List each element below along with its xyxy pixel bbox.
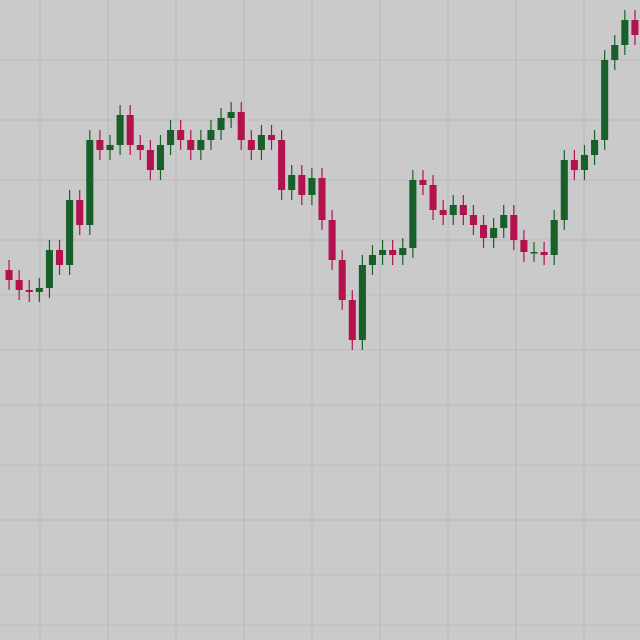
- candle-body: [631, 20, 639, 35]
- candle-body: [278, 140, 286, 190]
- candle-body: [96, 140, 104, 150]
- candle-body: [237, 112, 245, 140]
- candle-body: [76, 200, 84, 225]
- candle-body: [429, 185, 437, 210]
- candle-body: [560, 160, 568, 220]
- candle-body: [358, 265, 366, 340]
- candle-body: [389, 250, 397, 255]
- candle-body: [520, 240, 528, 252]
- candle-body: [550, 220, 558, 255]
- candle-body: [449, 205, 457, 215]
- candle-body: [338, 260, 346, 300]
- candle-body: [167, 130, 175, 145]
- candle-body: [611, 45, 619, 60]
- candle-body: [399, 248, 407, 255]
- candle-body: [439, 210, 447, 215]
- candle-body: [409, 180, 417, 248]
- candle-body: [510, 215, 518, 240]
- candle-body: [479, 225, 488, 238]
- candle-body: [469, 215, 477, 225]
- candle-body: [25, 290, 33, 292]
- candle-body: [35, 288, 43, 292]
- candle-body: [530, 252, 538, 254]
- candle-body: [45, 250, 53, 288]
- candle-body: [86, 140, 94, 225]
- candle-body: [66, 200, 74, 265]
- candle-body: [580, 155, 589, 170]
- candle-body: [419, 180, 427, 185]
- candle-body: [55, 250, 64, 265]
- candle-body: [591, 140, 599, 155]
- candle-body: [621, 20, 629, 45]
- candle-body: [177, 130, 185, 140]
- candle-body: [348, 300, 356, 340]
- candle-body: [298, 175, 306, 195]
- candle-body: [490, 228, 498, 238]
- candle-body: [318, 178, 326, 220]
- candle-body: [116, 115, 124, 145]
- candle-body: [227, 112, 235, 118]
- candle-body: [106, 145, 114, 150]
- candle-body: [601, 60, 609, 140]
- candle-body: [247, 140, 255, 150]
- candle-body: [5, 270, 13, 280]
- candle-body: [267, 135, 276, 140]
- candle-body: [379, 250, 387, 255]
- candle-body: [540, 252, 548, 255]
- candle-body: [207, 130, 215, 140]
- candle-body: [459, 205, 467, 215]
- candle-body: [136, 145, 144, 150]
- candle-body: [146, 150, 154, 170]
- candle-body: [187, 140, 195, 150]
- candle-body: [257, 135, 265, 150]
- candle-body: [368, 255, 377, 265]
- candle-body: [288, 175, 296, 190]
- candle-body: [217, 118, 225, 130]
- candle-body: [15, 280, 23, 290]
- candle-body: [156, 145, 165, 170]
- candle-body: [570, 160, 578, 170]
- candle-body: [328, 220, 336, 260]
- candle-body: [126, 115, 134, 145]
- candle-body: [197, 140, 205, 150]
- candle-body: [308, 178, 316, 195]
- candle-body: [500, 215, 508, 228]
